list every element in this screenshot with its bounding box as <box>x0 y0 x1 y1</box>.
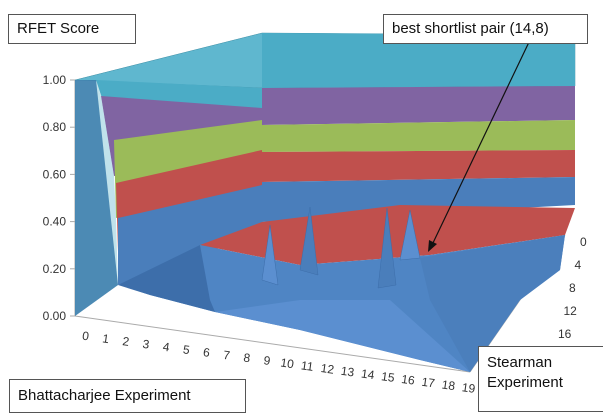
x-axis-title: Bhattacharjee Experiment <box>9 379 246 413</box>
z-tick-label: 0.40 <box>43 215 67 229</box>
z-axis-ticks: 0.00 0.20 0.40 0.60 0.80 1.00 <box>43 73 75 323</box>
x-axis-ticks: 0 1 2 3 4 5 6 7 8 9 10 11 12 13 14 15 16 17 18 19 <box>81 329 476 396</box>
y-tick-label: 0 <box>580 235 587 249</box>
y-axis-title: Stearman Experiment <box>478 346 603 412</box>
z-tick-label: 0.80 <box>43 120 67 134</box>
band-purple-right <box>262 86 575 125</box>
x-axis-line <box>74 315 471 373</box>
x-tick-label: 15 <box>380 369 395 385</box>
band-green-right <box>262 120 575 152</box>
x-tick-label: 5 <box>182 342 191 357</box>
x-tick-label: 6 <box>202 345 211 360</box>
band-blue-left <box>118 185 262 285</box>
spike-1 <box>261 224 279 286</box>
x-tick-label: 1 <box>101 331 110 346</box>
valley-floor-shade <box>215 300 470 372</box>
x-tick-label: 14 <box>360 366 375 382</box>
x-tick-label: 3 <box>142 337 151 352</box>
x-tick-label: 7 <box>222 348 231 363</box>
spike-4 <box>399 209 421 261</box>
x-tick-label: 18 <box>441 377 456 393</box>
x-tick-label: 0 <box>81 329 90 344</box>
z-tick-label: 1.00 <box>43 73 67 87</box>
x-tick-label: 17 <box>421 375 436 391</box>
spike-2 <box>299 206 319 276</box>
x-tick-label: 16 <box>400 372 415 388</box>
band-red-right <box>262 150 575 182</box>
x-tick-label: 8 <box>243 351 252 366</box>
x-tick-label: 4 <box>162 340 171 355</box>
y-tick-label: 16 <box>558 327 572 341</box>
annotation-label: best shortlist pair (14,8) <box>383 14 588 44</box>
z-tick-label: 0.60 <box>43 167 67 181</box>
z-tick-label: 0.00 <box>43 309 67 323</box>
plateau-left-edge <box>75 80 118 316</box>
x-tick-label: 13 <box>340 364 355 380</box>
band-blue-right <box>262 177 575 222</box>
y-tick-label: 12 <box>564 304 578 318</box>
x-tick-label: 9 <box>263 353 272 368</box>
valley-right-ridge <box>420 235 565 372</box>
x-tick-label: 11 <box>300 358 315 374</box>
band-cyan-right <box>262 33 575 88</box>
x-tick-label: 12 <box>320 361 335 377</box>
x-tick-label: 19 <box>461 380 476 396</box>
valley-dark-strip <box>118 245 215 312</box>
y-tick-label: 8 <box>569 281 576 295</box>
spike-3 <box>377 207 397 289</box>
surface <box>74 32 576 372</box>
annotation-arrow <box>428 39 531 252</box>
x-tick-label: 10 <box>280 356 295 372</box>
plateau-left-cap <box>75 80 118 316</box>
y-tick-label: 4 <box>575 258 582 272</box>
x-tick-label: 2 <box>122 334 131 349</box>
z-tick-label: 0.20 <box>43 262 67 276</box>
z-axis-title: RFET Score <box>8 14 136 44</box>
y-axis-ticks: 0 4 8 12 16 <box>558 235 587 341</box>
